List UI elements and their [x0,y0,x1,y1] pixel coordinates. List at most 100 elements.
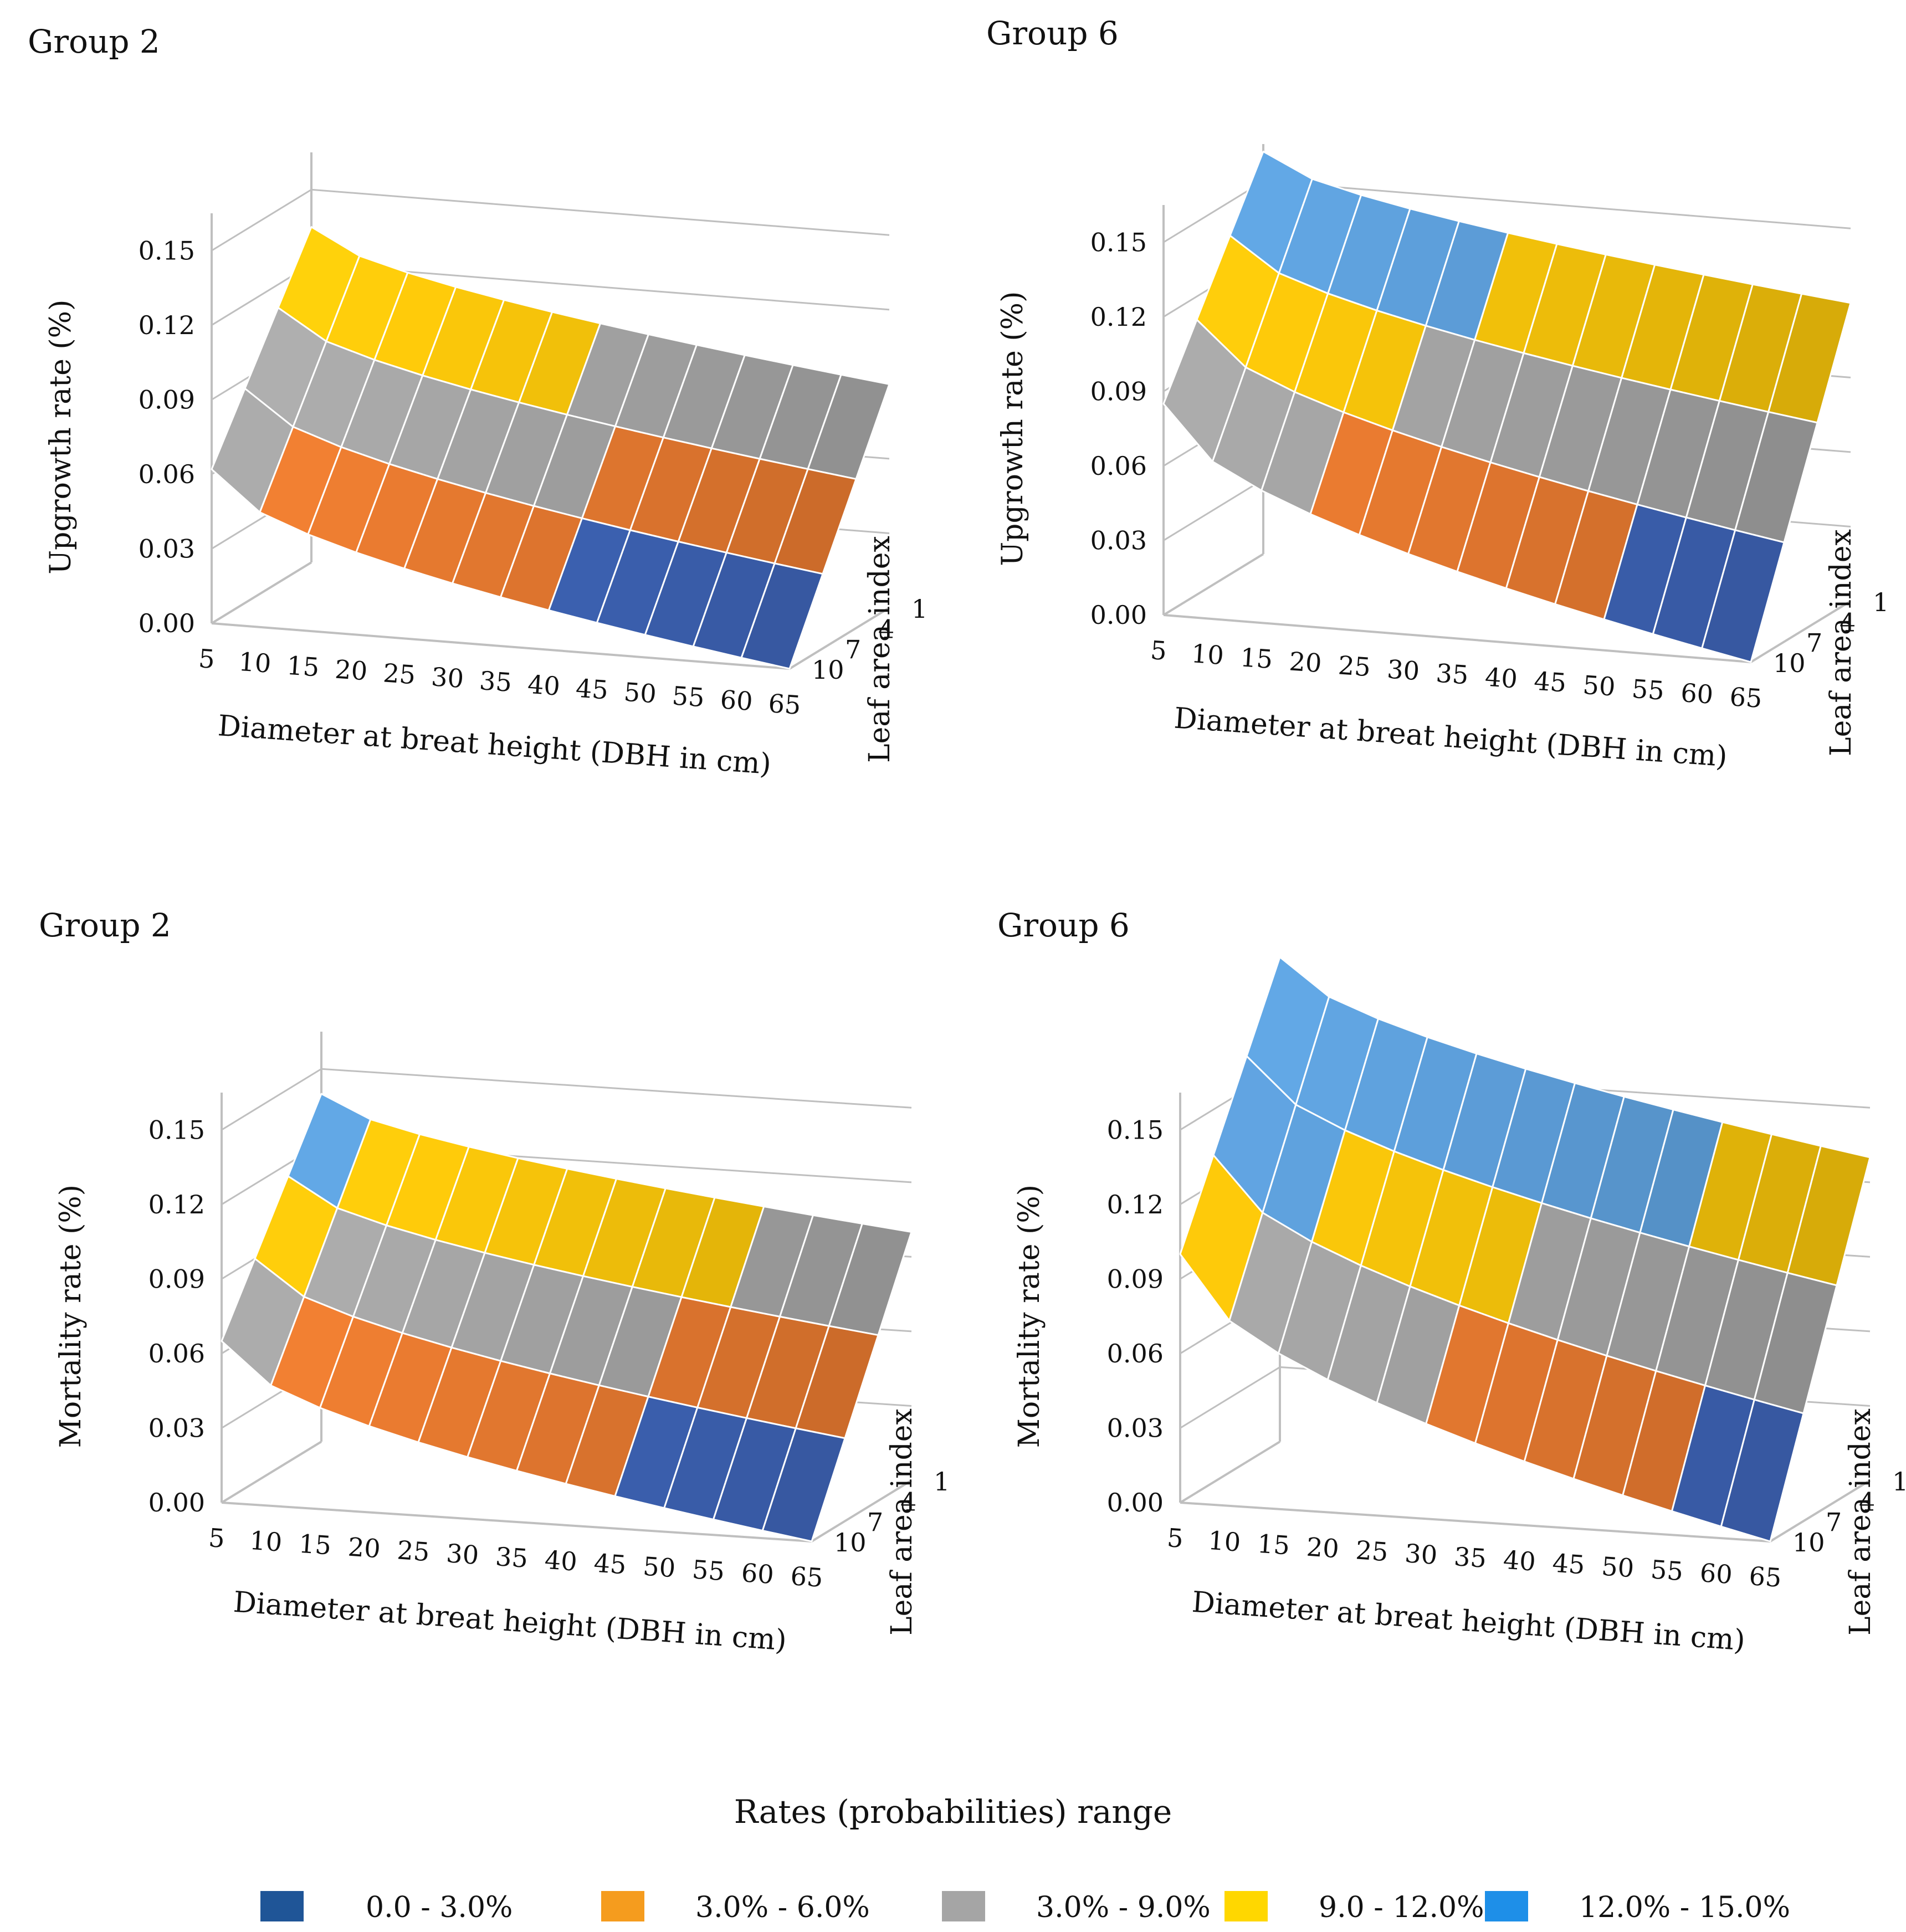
surface-cell [761,1427,846,1542]
y-tick-label: 7 [1806,628,1822,658]
z-tick-label: 0.09 [148,1264,205,1294]
y-tick-label: 4 [1840,608,1856,638]
y-tick-label: 7 [867,1507,883,1537]
x-tick-label: 20 [347,1532,381,1564]
z-gridline [221,1068,912,1131]
x-tick-label: 55 [1631,674,1665,706]
z-tick-label: 0.00 [139,608,195,638]
x-tick-label: 25 [382,658,417,690]
x-tick-label: 20 [1288,646,1323,678]
z-tick-label: 0.15 [139,235,195,265]
panel-title: Group 6 [986,14,1119,52]
y-tick-label: 1 [911,594,928,624]
surface-cell [740,562,824,670]
z-tick-label: 0.03 [1107,1413,1164,1443]
x-tick-label: 15 [1257,1529,1291,1561]
z-axis-label: Upgrowth rate (%) [996,291,1029,566]
surface [221,1093,913,1542]
x-tick-label: 10 [1207,1525,1242,1557]
legend-item: 0.0 - 3.0% [260,1891,513,1924]
x-axis-line [1180,1501,1771,1542]
x-axis-label: Diameter at breat height (DBH in cm) [1173,701,1729,773]
x-tick-label: 15 [286,650,320,683]
x-tick-label: 25 [1337,650,1371,682]
z-tick-label: 0.12 [148,1190,205,1219]
z-tick-label: 0.00 [148,1488,205,1518]
y-tick-label: 10 [1792,1528,1825,1557]
floor-left-edge [1162,553,1264,616]
x-tick-label: 15 [298,1529,332,1561]
x-tick-label: 55 [1650,1554,1684,1586]
x-tick-label: 5 [198,643,216,674]
x-tick-label: 45 [593,1548,627,1580]
z-gridline [211,188,890,252]
x-tick-label: 50 [1601,1551,1635,1583]
x-tick-label: 10 [249,1525,283,1557]
chart-panel-3: 0.00 0.03 0.06 0.09 0.12 0.15 5 10 15 20 25 30 35 40 4… [39,906,950,1657]
x-axis-line [1163,614,1751,663]
y-tick-label: 1 [1892,1467,1906,1497]
surface-cell [1701,529,1785,663]
x-tick-label: 5 [208,1523,226,1554]
x-tick-label: 25 [1355,1535,1389,1567]
x-tick-label: 60 [1680,678,1714,710]
y-tick-label: 10 [812,655,844,685]
y-tick-label: 4 [900,1487,916,1517]
legend-label: 9.0 - 12.0% [1319,1891,1484,1924]
x-tick-label: 65 [1729,681,1763,714]
y-tick-label: 4 [1859,1487,1875,1517]
y-tick-label: 10 [1773,648,1806,678]
x-tick-label: 45 [1551,1548,1586,1580]
legend-swatch [1224,1891,1268,1921]
surface-cell [1720,1398,1805,1542]
z-tick-label: 0.15 [148,1115,205,1145]
panel-title: Group 6 [997,906,1130,944]
x-tick-label: 20 [1305,1532,1340,1564]
x-tick-label: 5 [1166,1523,1185,1554]
z-tick-label: 0.06 [139,459,195,489]
y-axis-label: Leaf area index [1844,1408,1877,1636]
z-axis-label: Mortality rate (%) [54,1185,88,1448]
y-tick-label: 7 [1826,1507,1842,1537]
y-tick-label: 4 [878,614,894,644]
x-tick-label: 50 [623,677,657,709]
floor-left-edge [1179,1441,1281,1504]
z-tick-label: 0.03 [139,534,195,563]
x-tick-label: 60 [1699,1557,1733,1590]
x-tick-label: 65 [1748,1561,1782,1593]
z-axis-label: Mortality rate (%) [1013,1185,1046,1448]
x-axis-line [211,622,790,670]
legend-swatch [601,1891,644,1921]
z-tick-label: 0.06 [1107,1339,1164,1369]
z-tick-label: 0.12 [139,310,195,340]
legend-label: 3.0% - 6.0% [695,1891,870,1924]
z-tick-label: 0.15 [1090,227,1147,257]
chart-panel-2: 0.00 0.03 0.06 0.09 0.12 0.15 5 10 15 20 25 30 35 40 4… [986,14,1889,773]
x-tick-label: 60 [740,1557,775,1590]
chart-panel-4: 0.00 0.03 0.06 0.09 0.12 0.15 5 10 15 20 25 30 35 40 4… [997,906,1906,1657]
x-tick-label: 40 [1484,662,1518,694]
x-tick-label: 35 [1435,658,1469,690]
legend-item: 3.0% - 6.0% [601,1891,870,1924]
x-tick-label: 10 [238,647,272,679]
x-axis-label: Diameter at breat height (DBH in cm) [1191,1586,1746,1658]
z-axis-label: Upgrowth rate (%) [44,300,78,575]
y-axis-line [1750,600,1852,663]
z-tick-label: 0.00 [1090,600,1147,630]
legend-label: 12.0% - 15.0% [1579,1891,1790,1924]
z-tick-label: 0.06 [148,1339,205,1369]
z-tick-label: 0.03 [148,1413,205,1443]
chart-panel-1: 0.00 0.03 0.06 0.09 0.12 0.15 5 10 15 20 25 30 35 40 4… [28,23,928,781]
y-axis-line [1769,1479,1871,1542]
legend-item: 3.0% - 9.0% [942,1891,1211,1924]
x-tick-label: 40 [1502,1545,1536,1577]
z-tick-label: 0.12 [1107,1190,1164,1219]
x-tick-label: 40 [526,669,561,701]
x-tick-label: 30 [445,1538,480,1570]
legend-item: 12.0% - 15.0% [1485,1891,1790,1924]
y-axis-line [788,607,890,670]
x-tick-label: 15 [1239,642,1274,674]
panel-title: Group 2 [39,906,171,944]
legend-swatch [1485,1891,1528,1921]
